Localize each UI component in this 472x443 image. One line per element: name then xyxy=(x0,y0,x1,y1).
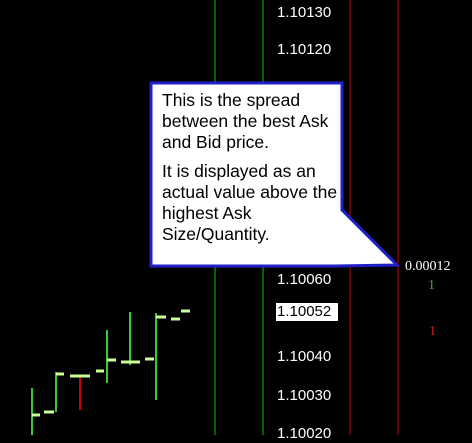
price-label: 1.10040 xyxy=(277,348,332,365)
price-label: 1.10030 xyxy=(277,387,332,404)
callout-pointer-cover xyxy=(336,212,390,263)
ask-size: 1 xyxy=(428,278,435,293)
price-label: 1.10120 xyxy=(277,41,332,58)
current-price-highlight: 1.10052 xyxy=(276,303,338,321)
bid-size: 1 xyxy=(429,324,436,339)
callout-balloon xyxy=(149,81,401,268)
price-label: 1.10060 xyxy=(277,271,332,288)
price-label: 1.10020 xyxy=(277,425,332,442)
tick-chart xyxy=(31,309,190,435)
callout-line-spread: This is the spread between the best Ask … xyxy=(162,90,329,152)
callout-line-display: It is displayed as an actual value above… xyxy=(162,161,338,244)
price-label: 1.10130 xyxy=(277,4,332,21)
spread-value: 0.00012 xyxy=(405,259,451,274)
callout-text: This is the spread between the best Ask … xyxy=(162,90,340,253)
